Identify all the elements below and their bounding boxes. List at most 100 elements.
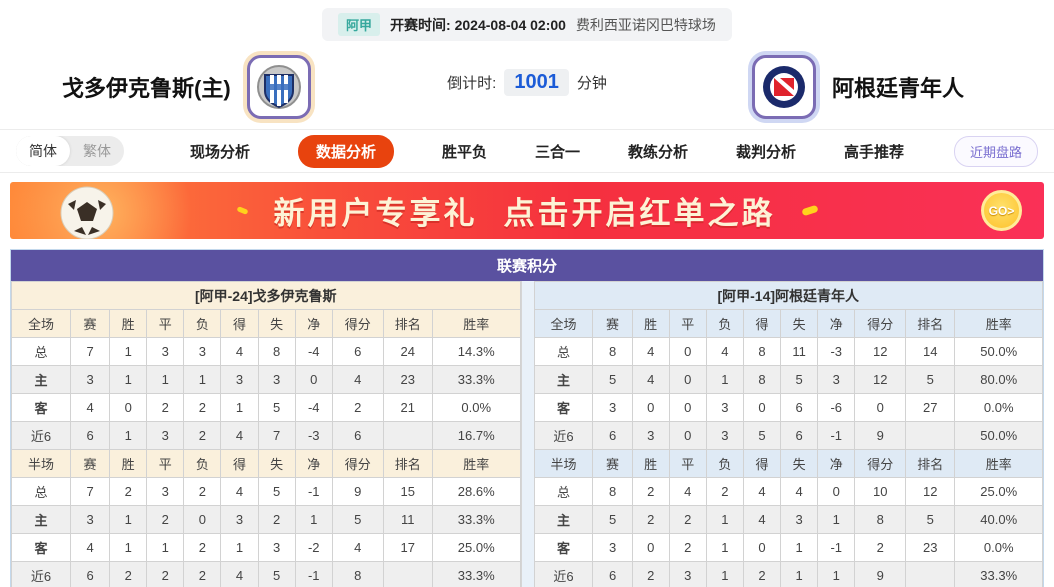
table-header-cell: 失 [780,309,819,338]
home-crest-icon [256,65,301,109]
away-crest-icon [763,66,805,108]
stat-cell: 4 [220,337,259,366]
stat-cell [905,561,956,587]
stat-cell: 3 [257,365,296,394]
table-header-cell: 平 [146,449,185,478]
tab-win-draw-lose[interactable]: 胜平负 [441,143,487,161]
stat-cell: 0 [631,533,670,562]
go-button[interactable]: GO> [981,190,1022,231]
stat-cell: 1 [220,533,259,562]
stat-cell: 16.7% [431,421,521,450]
tab-referee-analysis[interactable]: 裁判分析 [736,143,797,161]
tab-three-in-one[interactable]: 三合一 [534,143,580,161]
table-header-cell: 排名 [382,309,433,338]
promo-banner[interactable]: 新用户专享礼 点击开启红单之路 GO> [10,182,1044,239]
stat-cell: 28.6% [431,477,521,506]
countdown-label: 倒计时: [447,75,497,92]
table-header-cell: 排名 [382,449,433,478]
row-label: 总 [11,477,71,506]
stat-cell: 17 [382,533,433,562]
stat-cell: 1 [109,421,148,450]
language-toggle[interactable]: 简体 繁体 [16,136,124,166]
row-label: 近6 [533,421,594,450]
table-header-cell: 负 [705,309,744,338]
table-header-cell: 净 [817,449,856,478]
go-button-label: GO> [988,203,1015,218]
stat-cell: 6 [69,421,111,450]
stat-cell: 3 [817,365,856,394]
table-header-cell: 失 [257,309,296,338]
stat-cell: 3 [631,421,670,450]
stat-cell: 3 [780,505,819,534]
table-header-cell: 得 [220,449,259,478]
table-header-cell: 胜 [631,309,670,338]
away-team: 阿根廷青年人 [752,55,964,119]
lang-simplified[interactable]: 简体 [16,136,70,166]
table-header-cell: 赛 [592,309,633,338]
stat-cell [905,421,956,450]
stat-cell: 1 [220,393,259,422]
stat-cell: 9 [854,421,907,450]
stat-cell: 5 [257,561,296,587]
table-header-cell: 失 [257,449,296,478]
stat-cell: 6 [780,421,819,450]
stat-cell: 3 [69,365,111,394]
stat-cell: 8 [257,337,296,366]
row-label: 主 [11,505,71,534]
stat-cell: 0 [742,533,782,562]
stat-cell: 4 [631,365,670,394]
lang-traditional[interactable]: 繁体 [83,143,111,159]
tab-data-analysis[interactable]: 数据分析 [297,134,394,168]
recent-odds-button[interactable]: 近期盘路 [953,135,1038,167]
row-label: 总 [11,337,71,366]
stat-cell: 6 [780,393,819,422]
table-header-cell: 得分 [854,309,907,338]
tab-live-analysis[interactable]: 现场分析 [189,143,250,161]
stat-cell: 1 [109,365,148,394]
stat-cell: 1 [109,505,148,534]
row-label: 近6 [11,421,71,450]
stat-cell: 33.3% [431,505,521,534]
table-header-cell: 赛 [592,449,633,478]
stat-cell: 1 [183,365,222,394]
row-label: 总 [533,337,594,366]
table-header-cell: 胜率 [954,309,1043,338]
stat-cell [382,421,433,450]
stat-cell: 4 [220,421,259,450]
home-stats-table: [阿甲-24]戈多伊克鲁斯 全场赛胜平负得失净得分 排名 胜率总 7 1 3 3 4 8 -4 6 24… [11,281,521,587]
table-header-cell: 净 [817,309,856,338]
header-divider [0,129,1054,130]
stat-cell: 5 [742,421,782,450]
stat-cell: -4 [294,337,333,366]
nav-divider [0,172,1054,173]
league-table-title: 联赛积分 [11,250,1043,281]
stat-cell: 33.3% [431,561,521,587]
stat-cell: 7 [69,477,111,506]
table-divider [520,281,534,587]
stat-cell: 5 [905,365,956,394]
table-header-cell: 排名 [905,309,956,338]
tab-coach-analysis[interactable]: 教练分析 [628,143,689,161]
table-header-cell: [阿甲-14]阿根廷青年人 [533,281,1043,310]
stat-cell: 0 [294,365,333,394]
nav-items: 现场分析 数据分析 胜平负 三合一 教练分析 裁判分析 高手推荐 [150,134,905,168]
stat-cell: 2 [668,505,707,534]
stat-cell: 3 [146,477,185,506]
stat-cell: 0 [742,393,782,422]
stat-cell: 2 [331,393,384,422]
stat-cell: 9 [854,561,907,587]
table-header-cell: 负 [183,309,222,338]
row-label: 客 [11,533,71,562]
stat-cell: 2 [183,393,222,422]
banner-phrase-2: 点击开启红单之路 [503,196,776,231]
tab-expert-picks[interactable]: 高手推荐 [844,143,905,161]
table-header-cell: 全场 [11,309,71,338]
stat-cell: 7 [257,421,296,450]
table-header-cell: 得 [742,449,782,478]
stat-cell: 2 [109,477,148,506]
stat-cell: 6 [69,561,111,587]
stat-cell: 2 [183,421,222,450]
table-header-cell: 胜 [631,449,670,478]
banner-phrase-1: 新用户专享礼 [273,196,478,231]
stat-cell: 1 [817,561,856,587]
